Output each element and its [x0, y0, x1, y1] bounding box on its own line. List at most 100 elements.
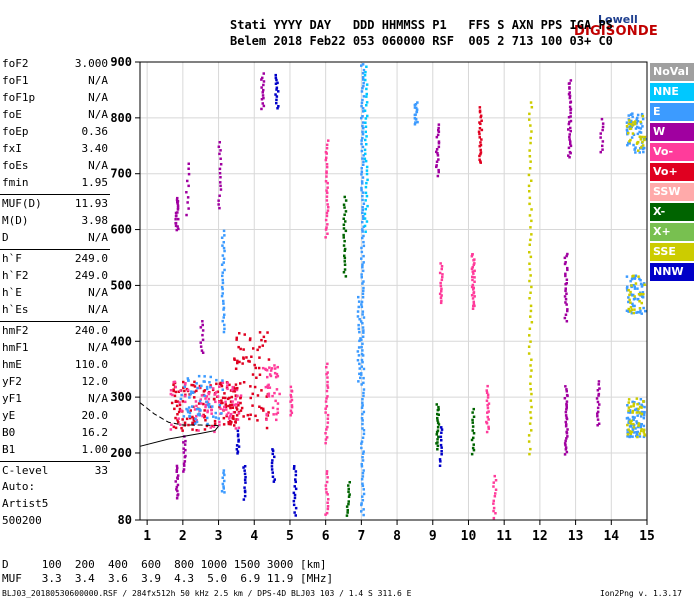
- echo-point: [639, 292, 643, 296]
- echo-point: [222, 246, 226, 250]
- echo-point: [625, 128, 629, 132]
- echo-point: [229, 412, 233, 416]
- echo-point: [174, 400, 177, 403]
- echo-point: [564, 443, 567, 447]
- echo-point: [362, 391, 365, 395]
- echo-point: [175, 228, 178, 232]
- echo-point: [293, 485, 296, 488]
- echo-point: [641, 296, 645, 299]
- echo-point: [294, 506, 298, 510]
- echo-point: [530, 233, 533, 236]
- echo-point: [243, 478, 247, 482]
- echo-point: [637, 293, 641, 296]
- echo-point: [197, 412, 201, 415]
- echo-point: [176, 204, 180, 207]
- echo-point: [182, 447, 185, 450]
- echo-point: [219, 176, 222, 179]
- echo-point: [185, 417, 189, 421]
- echo-point: [565, 388, 568, 391]
- echo-point: [230, 395, 233, 399]
- echo-point: [361, 145, 365, 149]
- echo-point: [218, 194, 221, 197]
- echo-point: [361, 198, 364, 202]
- echo-point: [236, 452, 239, 455]
- echo-point: [230, 403, 234, 407]
- echo-point: [201, 338, 205, 342]
- echo-point: [529, 238, 532, 242]
- legend-item: NNE: [650, 83, 694, 101]
- echo-point: [363, 157, 367, 160]
- echo-point: [569, 126, 572, 130]
- echo-point: [175, 488, 178, 491]
- echo-point: [199, 326, 203, 329]
- echo-point: [439, 443, 443, 447]
- echo-point: [358, 367, 361, 370]
- echo-point: [362, 160, 365, 163]
- echo-point: [527, 173, 531, 177]
- echo-point: [631, 302, 634, 306]
- echo-point: [638, 311, 642, 314]
- param-value: N/A: [88, 392, 108, 405]
- echo-point: [275, 372, 279, 376]
- echo-point: [630, 285, 633, 289]
- echo-point: [200, 349, 204, 352]
- echo-point: [492, 516, 496, 520]
- echo-point: [221, 401, 224, 405]
- legend-item: W: [650, 123, 694, 141]
- echo-point: [256, 394, 260, 397]
- echo-point: [600, 117, 604, 121]
- param-separator: [0, 321, 110, 322]
- echo-point: [242, 498, 246, 501]
- param-row: foF1 N/A: [2, 74, 108, 90]
- echo-point: [201, 351, 205, 354]
- echo-point: [529, 375, 532, 378]
- echo-point: [194, 400, 198, 403]
- echo-point: [638, 307, 642, 310]
- echo-point: [633, 276, 637, 279]
- echo-point: [478, 109, 482, 112]
- echo-point: [347, 490, 350, 493]
- echo-point: [187, 207, 190, 210]
- echo-point: [324, 400, 328, 403]
- echo-point: [212, 425, 216, 428]
- echo-point: [181, 400, 185, 403]
- echo-point: [187, 167, 190, 170]
- echo-point: [245, 356, 248, 359]
- echo-point: [209, 386, 212, 389]
- echo-point: [601, 125, 605, 129]
- echo-point: [231, 400, 234, 403]
- x-tick-label: 8: [393, 529, 401, 544]
- echo-point: [564, 410, 568, 414]
- echo-point: [436, 419, 439, 422]
- echo-point: [274, 82, 278, 85]
- echo-point: [360, 116, 363, 120]
- echo-point: [275, 418, 278, 422]
- echo-point: [289, 414, 292, 417]
- echo-point: [203, 428, 207, 431]
- echo-point: [635, 411, 639, 414]
- echo-point: [325, 143, 329, 147]
- echo-point: [221, 281, 225, 285]
- echo-point: [640, 429, 643, 433]
- x-tick-label: 2: [179, 529, 187, 544]
- echo-point: [636, 435, 639, 439]
- echo-point: [324, 236, 327, 239]
- echo-point: [530, 219, 533, 223]
- echo-point: [360, 502, 363, 505]
- echo-point: [564, 420, 567, 424]
- echo-point: [191, 405, 194, 408]
- echo-point: [437, 423, 441, 426]
- echo-point: [220, 294, 224, 298]
- echo-point: [362, 154, 365, 157]
- param-value: 33: [94, 464, 108, 477]
- echo-point: [325, 428, 328, 431]
- echo-point: [631, 411, 634, 414]
- echo-point: [187, 379, 190, 382]
- legend-item: SSE: [650, 243, 694, 261]
- echo-point: [265, 426, 269, 430]
- echo-point: [472, 443, 475, 446]
- echo-point: [633, 416, 636, 419]
- echo-point: [235, 338, 238, 341]
- echo-point: [631, 304, 635, 308]
- echo-point: [227, 420, 230, 424]
